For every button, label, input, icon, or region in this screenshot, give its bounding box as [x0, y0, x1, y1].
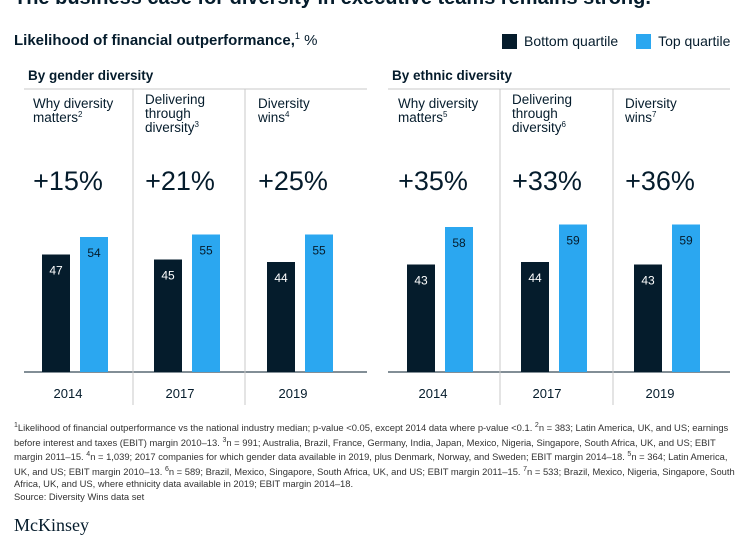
footnote-text: n = 533; Brazil, Mexico, Nigeria, Singap…	[14, 465, 735, 490]
bar-value-label: 47	[49, 264, 63, 278]
group-title-footnote: 6	[562, 120, 567, 129]
bar-value-label: 58	[452, 236, 466, 250]
group-title-footnote: 3	[195, 120, 200, 129]
x-tick-label: 2014	[54, 386, 83, 401]
source-note: Source: Diversity Wins data set	[14, 490, 145, 502]
footnote-list: 1Likelihood of financial outperformance …	[14, 422, 735, 489]
subtitle-unit: %	[304, 32, 318, 49]
group-title-line: Delivering	[512, 92, 572, 107]
x-tick-label: 2017	[533, 386, 562, 401]
legend: Bottom quartile Top quartile	[502, 33, 744, 52]
legend-swatch-bottom	[502, 33, 517, 49]
group-title-line: Why diversity	[33, 96, 114, 111]
footnote-marker: 1	[14, 422, 18, 429]
subtitle-text: Likelihood of financial outperformance,	[14, 32, 295, 49]
bar-top-quartile	[559, 224, 587, 372]
delta-label: +21%	[145, 166, 215, 196]
bar-bottom-quartile	[154, 259, 182, 372]
bar-value-label: 59	[566, 234, 580, 248]
group-title-line: matters5	[398, 110, 448, 125]
group-title-line: Diversity	[625, 96, 677, 111]
group-title-line: through	[512, 106, 558, 121]
group-title-line: matters2	[33, 110, 83, 125]
footnote-marker: 4	[86, 451, 91, 459]
bar-bottom-quartile	[634, 264, 662, 372]
footnote-marker: 6	[164, 465, 169, 473]
bar-value-label: 43	[414, 274, 428, 288]
bar-bottom-quartile	[407, 264, 435, 372]
bar-value-label: 55	[312, 244, 326, 258]
group-title-footnote: 5	[443, 110, 448, 119]
legend-item-bottom-quartile: Bottom quartile	[502, 33, 618, 49]
legend-label-top: Top quartile	[658, 33, 731, 49]
bar-top-quartile	[192, 234, 220, 372]
group-title-line: Delivering	[145, 92, 205, 107]
footnote-text: n = 383; Latin America, UK, and US; earn…	[14, 422, 729, 448]
bar-value-label: 43	[641, 274, 655, 288]
bar-top-quartile	[672, 224, 700, 372]
chart-subtitle: Likelihood of financial outperformance,1…	[14, 31, 317, 49]
legend-item-top-quartile: Top quartile	[636, 33, 730, 49]
group-title-line: diversity3	[145, 120, 200, 135]
bar-bottom-quartile	[521, 262, 549, 372]
x-tick-label: 2019	[646, 386, 675, 401]
bar-value-label: 44	[274, 271, 288, 285]
mckinsey-logo: McKinsey	[14, 515, 89, 535]
footnote-marker: 7	[523, 465, 528, 473]
x-tick-label: 2014	[419, 386, 448, 401]
group-title-line: Diversity	[258, 96, 310, 111]
group-title-line: wins4	[257, 110, 290, 125]
bar-value-label: 54	[87, 246, 101, 260]
bar-top-quartile	[80, 237, 108, 372]
footnote-text: Likelihood of financial outperformance v…	[17, 422, 535, 434]
footnote-text: n = 589; Brazil, Mexico, Singapore, Sout…	[168, 465, 524, 477]
delta-label: +33%	[512, 166, 582, 196]
bar-value-label: 44	[528, 271, 542, 285]
group-title-line: through	[145, 106, 191, 121]
footnote-text: n = 991; Australia, Brazil, France, Germ…	[14, 436, 716, 463]
bar-value-label: 45	[161, 269, 175, 283]
delta-label: +25%	[258, 166, 328, 196]
footnote-text: n = 364; Latin America, UK, and US; EBIT…	[14, 451, 728, 477]
group-title-line: Why diversity	[398, 96, 479, 111]
group-title-line: diversity6	[512, 120, 567, 135]
subtitle-footnote: 1	[294, 31, 300, 41]
bar-bottom-quartile	[267, 262, 295, 372]
group-title-footnote: 7	[652, 110, 657, 119]
legend-label-bottom: Bottom quartile	[524, 33, 619, 49]
bar-value-label: 55	[199, 244, 213, 258]
delta-label: +36%	[625, 166, 695, 196]
bar-value-label: 59	[679, 234, 693, 248]
x-tick-label: 2019	[279, 386, 308, 401]
panel-title: By gender diversity	[28, 68, 154, 83]
footnote-marker: 2	[534, 422, 539, 429]
legend-swatch-top	[636, 33, 652, 49]
footnote-marker: 5	[627, 451, 632, 459]
headline: The business case for diversity in execu…	[14, 0, 651, 10]
footnote-marker: 3	[222, 436, 227, 444]
x-tick-label: 2017	[166, 386, 195, 401]
footnotes: 1Likelihood of financial outperformance …	[14, 420, 738, 503]
bar-top-quartile	[305, 234, 333, 372]
group-title-footnote: 2	[78, 110, 83, 119]
delta-label: +15%	[33, 166, 103, 196]
bar-bottom-quartile	[42, 254, 70, 372]
delta-label: +35%	[398, 166, 468, 196]
panel-title: By ethnic diversity	[392, 68, 513, 83]
footnote-text: n = 1,039; 2017 companies for which gend…	[90, 451, 628, 463]
group-title-line: wins7	[624, 110, 657, 125]
bar-top-quartile	[445, 227, 473, 372]
group-title-footnote: 4	[285, 110, 290, 119]
